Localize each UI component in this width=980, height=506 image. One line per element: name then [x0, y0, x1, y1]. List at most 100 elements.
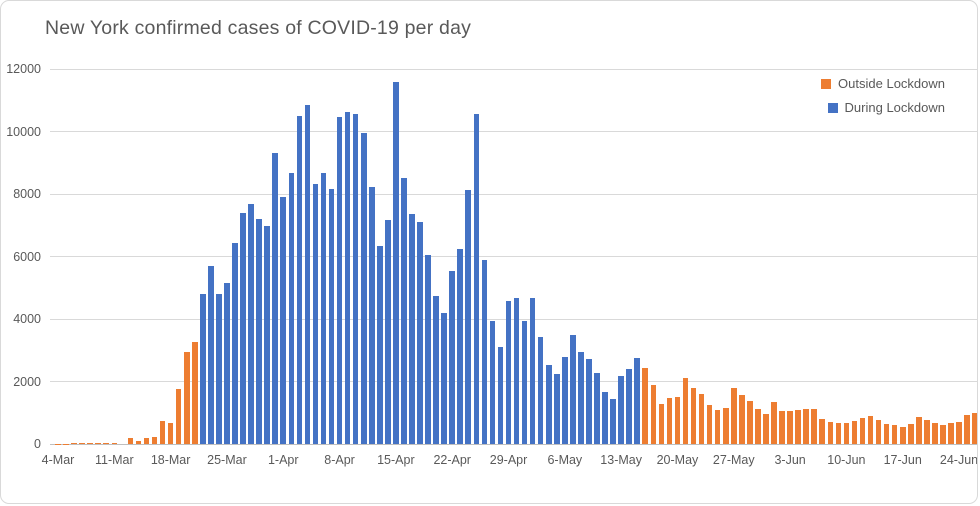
- bar-outside-lockdown: [650, 384, 657, 444]
- bar-during-lockdown: [368, 186, 375, 444]
- bar-outside-lockdown: [642, 368, 649, 444]
- legend: Outside Lockdown During Lockdown: [821, 76, 945, 115]
- legend-label-during-lockdown: During Lockdown: [844, 100, 945, 115]
- bar-outside-lockdown: [795, 409, 801, 444]
- bar-outside-lockdown: [875, 420, 882, 444]
- bar-during-lockdown: [602, 392, 608, 444]
- chart-title: New York confirmed cases of COVID-19 per…: [45, 17, 472, 39]
- y-axis-tick-label: 12000: [6, 62, 41, 76]
- bar-during-lockdown: [208, 265, 214, 444]
- bar-outside-lockdown: [658, 404, 665, 444]
- bar-during-lockdown: [312, 183, 319, 444]
- bar-outside-lockdown: [722, 408, 729, 444]
- x-axis-tick-label: 1-Apr: [267, 453, 299, 467]
- bar-outside-lockdown: [674, 396, 681, 444]
- bar-outside-lockdown: [143, 437, 150, 444]
- bar-during-lockdown: [618, 376, 624, 444]
- bar-outside-lockdown: [682, 378, 689, 444]
- bar-outside-lockdown: [755, 409, 761, 444]
- bar-outside-lockdown: [183, 351, 190, 444]
- x-axis-tick-label: 29-Apr: [489, 453, 528, 467]
- bar-during-lockdown: [578, 352, 584, 444]
- gridline: [50, 381, 977, 382]
- bar-during-lockdown: [264, 225, 270, 444]
- bar-during-lockdown: [570, 334, 576, 444]
- gridline: [50, 68, 977, 70]
- bar-during-lockdown: [513, 297, 520, 444]
- bar-outside-lockdown: [191, 342, 198, 444]
- bar-during-lockdown: [449, 271, 455, 444]
- bar-during-lockdown: [200, 293, 206, 444]
- bar-during-lockdown: [344, 112, 351, 444]
- bar-during-lockdown: [377, 245, 383, 444]
- bar-during-lockdown: [280, 196, 287, 444]
- bar-outside-lockdown: [763, 414, 769, 444]
- bar-outside-lockdown: [827, 421, 834, 444]
- bar-outside-lockdown: [103, 443, 110, 444]
- bar-during-lockdown: [489, 320, 496, 444]
- gridline: [50, 318, 977, 320]
- y-axis-tick-label: 2000: [13, 374, 41, 389]
- bar-outside-lockdown: [851, 421, 858, 444]
- bar-outside-lockdown: [843, 422, 850, 444]
- x-axis-line: [50, 443, 977, 445]
- bar-during-lockdown: [232, 242, 238, 444]
- legend-entry-outside-lockdown: Outside Lockdown: [821, 76, 945, 91]
- bar-during-lockdown: [320, 173, 327, 444]
- y-axis-tick-label: 4000: [13, 312, 41, 326]
- bar-during-lockdown: [537, 336, 544, 444]
- bar-during-lockdown: [401, 178, 407, 444]
- bar-during-lockdown: [521, 320, 528, 444]
- outside-lockdown-swatch-icon: [821, 78, 832, 89]
- during-lockdown-swatch-icon: [827, 102, 838, 113]
- gridline: [50, 131, 977, 132]
- bar-outside-lockdown: [739, 394, 745, 444]
- bar-during-lockdown: [288, 173, 295, 444]
- bar-outside-lockdown: [714, 410, 721, 444]
- bar-outside-lockdown: [803, 409, 809, 444]
- bar-outside-lockdown: [159, 420, 166, 444]
- bar-during-lockdown: [465, 189, 472, 444]
- bar-during-lockdown: [634, 357, 641, 444]
- bar-outside-lockdown: [175, 388, 182, 444]
- bar-outside-lockdown: [891, 424, 898, 444]
- bar-during-lockdown: [328, 188, 335, 444]
- x-axis-tick-label: 25-Mar: [207, 453, 247, 467]
- bar-outside-lockdown: [730, 387, 737, 444]
- bar-outside-lockdown: [698, 394, 705, 444]
- bar-outside-lockdown: [747, 401, 753, 444]
- bar-during-lockdown: [505, 300, 512, 444]
- x-axis-tick-label: 8-Apr: [324, 453, 355, 467]
- x-axis-tick-label: 18-Mar: [150, 453, 191, 467]
- bar-outside-lockdown: [972, 412, 977, 444]
- x-axis-tick-label: 4-Mar: [41, 453, 75, 467]
- bar-outside-lockdown: [135, 440, 142, 444]
- bar-during-lockdown: [610, 399, 616, 444]
- legend-label-outside-lockdown: Outside Lockdown: [838, 76, 945, 91]
- bar-outside-lockdown: [690, 388, 697, 444]
- bar-outside-lockdown: [787, 411, 793, 444]
- bar-outside-lockdown: [811, 408, 818, 444]
- bar-outside-lockdown: [87, 443, 93, 444]
- x-axis-tick-label: 17-Jun: [883, 453, 922, 467]
- x-axis-tick-label: 10-Jun: [827, 453, 866, 467]
- bar-outside-lockdown: [111, 442, 118, 444]
- y-axis-tick-label: 10000: [6, 124, 41, 139]
- bar-outside-lockdown: [940, 425, 946, 444]
- bar-outside-lockdown: [916, 416, 922, 444]
- bar-during-lockdown: [433, 296, 439, 444]
- bar-outside-lockdown: [924, 419, 930, 444]
- bar-during-lockdown: [256, 219, 262, 444]
- y-axis-tick-label: 0: [34, 437, 41, 451]
- bar-during-lockdown: [497, 346, 504, 444]
- x-axis-tick-label: 24-Jun: [939, 453, 978, 467]
- bar-outside-lockdown: [932, 423, 938, 444]
- x-axis-tick-label: 11-Mar: [94, 453, 134, 467]
- bar-during-lockdown: [304, 105, 311, 444]
- legend-entry-during-lockdown: During Lockdown: [827, 100, 945, 115]
- bar-during-lockdown: [457, 248, 464, 444]
- bar-outside-lockdown: [706, 404, 713, 444]
- bar-outside-lockdown: [835, 423, 842, 444]
- bar-during-lockdown: [553, 374, 560, 444]
